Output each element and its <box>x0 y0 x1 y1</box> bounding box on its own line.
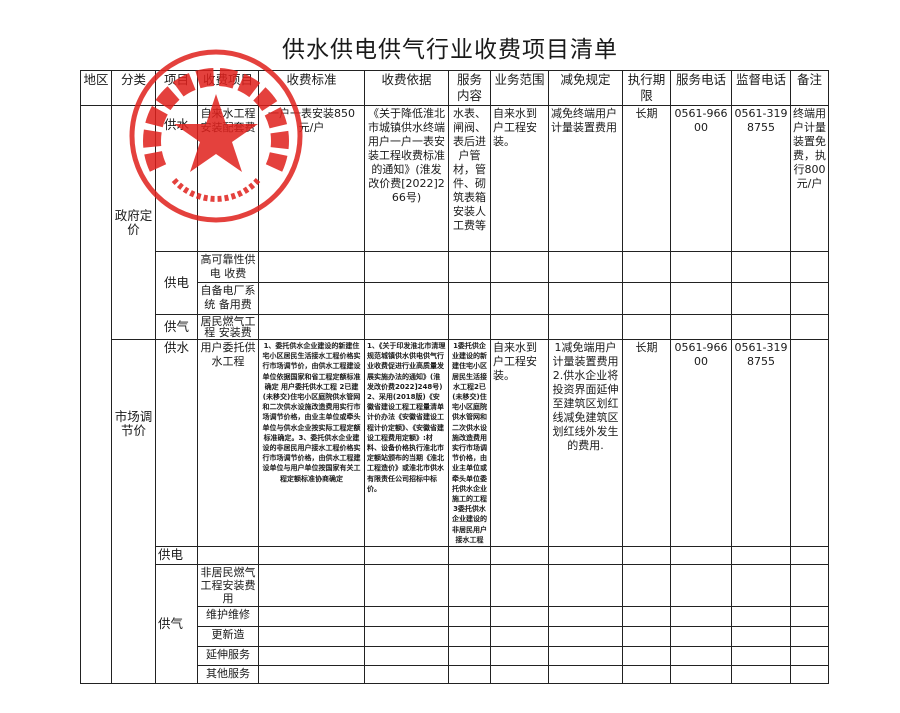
period-cell: 长期 <box>622 338 671 548</box>
document-title: 供水供电供气行业收费项目清单 <box>282 37 618 63</box>
header-standard: 收费标准 <box>258 70 365 106</box>
fee-item-cell: 更新造 <box>197 626 259 648</box>
header-fee-item: 收费项目 <box>197 70 259 106</box>
header-service: 服务内容 <box>448 70 491 106</box>
remark-cell <box>790 338 829 548</box>
table-row: 延伸服务 <box>81 646 829 667</box>
table-row: 供电 <box>81 546 829 566</box>
fee-item-cell: 自备电厂系统 备用费 <box>197 282 259 315</box>
item-cell: 供气 <box>155 564 198 685</box>
header-remark: 备注 <box>790 70 829 106</box>
header-scope: 业务范围 <box>490 70 549 106</box>
basis-cell: 《关于降低淮北市城镇供水终端用户一户一表安装工程收费标准的通知》(淮发改价费[2… <box>364 105 449 252</box>
header-supervise-phone: 监督电话 <box>731 70 791 106</box>
exemption-cell: 减免终端用户计量装置费用 <box>548 105 623 252</box>
header-row: 地区 分类 项目 收费项目 收费标准 收费依据 服务内容 业务范围 减免规定 执… <box>80 70 829 106</box>
standard-cell: 1、委托供水企业建设的新建住宅小区居民生活接水工程价格实行市场调节价，由供水工程… <box>258 338 365 548</box>
header-category: 分类 <box>111 70 156 106</box>
table-row: 维护维修 <box>81 606 829 628</box>
category-government: 政府定价 <box>111 105 156 340</box>
supervise-phone-cell: 0561-3198755 <box>731 105 791 252</box>
header-basis: 收费依据 <box>364 70 449 106</box>
fee-item-cell: 用户委托供水工程 <box>197 338 259 548</box>
scope-cell: 自来水到户工程安装。 <box>490 338 549 548</box>
fee-item-cell: 居民燃气工程 安装费 <box>197 314 259 340</box>
header-exemption: 减免规定 <box>548 70 623 106</box>
standard-cell: 一户一表安装850元/户 <box>258 105 365 252</box>
exemption-cell: 1减免端用户计量装置费用2.供水企业将投资界面延伸至建筑区划红线减免建筑区划红线… <box>548 338 623 548</box>
basis-cell: 1、《关于印发淮北市清理规范城镇供水供电供气行业收费促进行业高质量发展实施办法的… <box>364 338 449 548</box>
region-cell <box>80 104 112 685</box>
table-row: 自备电厂系统 备用费 <box>81 282 829 315</box>
remark-cell: 终端用户计量装置免费，执行800元/户 <box>790 105 829 252</box>
item-cell: 供水 <box>155 105 198 252</box>
fee-item-cell: 维护维修 <box>197 606 259 628</box>
header-item: 项目 <box>155 70 198 106</box>
fee-item-cell: 非居民燃气工程安装费用 <box>197 564 259 608</box>
service-phone-cell: 0561-96600 <box>670 105 732 252</box>
period-cell: 长期 <box>622 105 671 252</box>
service-phone-cell: 0561-96600 <box>670 338 732 548</box>
category-market: 市场调节价 <box>111 338 156 685</box>
item-cell: 供气 <box>155 314 198 340</box>
fee-item-cell: 其他服务 <box>197 665 259 685</box>
supervise-phone-cell: 0561-3198755 <box>731 338 791 548</box>
table-row: 更新造 <box>81 626 829 648</box>
scope-cell: 自来水到户工程安装。 <box>490 105 549 252</box>
fee-item-cell: 自来水工程安装配套费 <box>197 105 259 252</box>
item-cell: 供电 <box>155 251 198 315</box>
item-cell: 供电 <box>155 546 198 566</box>
service-cell: 1委托供企业建设的新建住宅小区居民生活接水工程2已(未移交)住宅小区庭院供水管网… <box>448 338 491 548</box>
header-region: 地区 <box>80 70 112 106</box>
table-row: 市场调节价 供水 用户委托供水工程 1、委托供水企业建设的新建住宅小区居民生活接… <box>81 338 829 685</box>
table-row: 供气 居民燃气工程 安装费 <box>81 314 829 340</box>
fee-item-cell: 高可靠性供电 收费 <box>197 251 259 283</box>
table-row: 供气 非居民燃气工程安装费用 <box>81 564 829 685</box>
table-row: 政府定价 供水 自来水工程安装配套费 一户一表安装850元/户 《关于降低淮北市… <box>80 104 829 685</box>
header-service-phone: 服务电话 <box>670 70 732 106</box>
header-period: 执行期限 <box>622 70 671 106</box>
item-cell: 供水 <box>155 338 198 548</box>
table-row: 供电 高可靠性供电 收费 <box>81 251 829 315</box>
table-row: 其他服务 <box>81 665 829 685</box>
service-cell: 水表、闸阀、表后进户管材，管件、砌筑表箱安装人工费等 <box>448 105 491 252</box>
fee-list-table: 地区 分类 项目 收费项目 收费标准 收费依据 服务内容 业务范围 减免规定 执… <box>80 70 829 685</box>
fee-item-cell: 延伸服务 <box>197 646 259 667</box>
